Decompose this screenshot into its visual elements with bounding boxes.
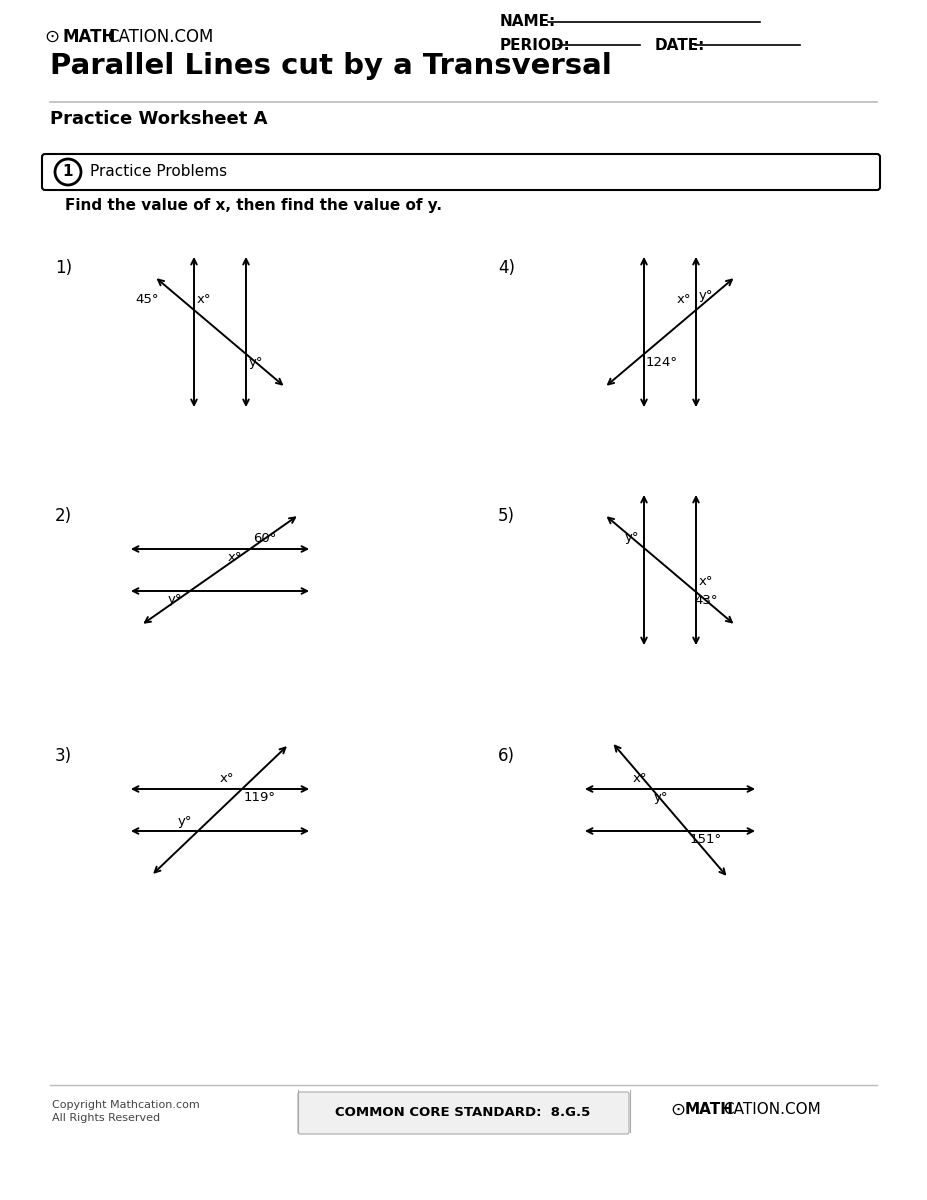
Text: CATION.COM: CATION.COM [723, 1103, 820, 1117]
Text: 4): 4) [498, 259, 515, 277]
Text: MATH: MATH [685, 1103, 734, 1117]
Text: Practice Worksheet A: Practice Worksheet A [50, 110, 268, 128]
Text: y°: y° [178, 815, 193, 828]
Text: x°: x° [632, 772, 647, 785]
Text: x°: x° [228, 551, 243, 564]
Text: x°: x° [677, 293, 691, 306]
Text: ⊙: ⊙ [670, 1102, 685, 1118]
Text: 60°: 60° [253, 532, 276, 545]
Text: 43°: 43° [694, 594, 717, 607]
Text: Find the value of x, then find the value of y.: Find the value of x, then find the value… [65, 198, 442, 214]
Text: PERIOD:: PERIOD: [500, 37, 571, 53]
Text: 3): 3) [55, 746, 72, 766]
FancyBboxPatch shape [42, 154, 880, 190]
Text: DATE:: DATE: [655, 37, 705, 53]
Text: Copyright Mathcation.com: Copyright Mathcation.com [52, 1100, 199, 1110]
Text: COMMON CORE STANDARD:  8.G.5: COMMON CORE STANDARD: 8.G.5 [336, 1105, 590, 1118]
Text: Parallel Lines cut by a Transversal: Parallel Lines cut by a Transversal [50, 52, 612, 80]
Text: Practice Problems: Practice Problems [90, 164, 227, 180]
Text: 2): 2) [55, 506, 72, 526]
Text: All Rights Reserved: All Rights Reserved [52, 1114, 160, 1123]
Text: 1: 1 [63, 164, 73, 180]
Text: 119°: 119° [244, 791, 276, 804]
Text: x°: x° [699, 575, 714, 588]
Text: ⊙: ⊙ [44, 28, 59, 46]
Text: 151°: 151° [690, 833, 722, 846]
Text: 5): 5) [498, 506, 515, 526]
Text: y°: y° [625, 530, 639, 544]
Text: 45°: 45° [135, 293, 159, 306]
Text: 6): 6) [498, 746, 515, 766]
Text: y°: y° [654, 791, 668, 804]
Text: y°: y° [699, 289, 714, 302]
Text: NAME:: NAME: [500, 14, 556, 30]
Text: 124°: 124° [646, 356, 678, 370]
Text: MATH: MATH [63, 28, 117, 46]
Text: CATION.COM: CATION.COM [107, 28, 213, 46]
Text: 1): 1) [55, 259, 72, 277]
FancyBboxPatch shape [298, 1092, 629, 1134]
Text: y°: y° [168, 593, 183, 606]
Text: x°: x° [220, 772, 234, 785]
Text: x°: x° [197, 293, 211, 306]
Text: y°: y° [249, 356, 263, 370]
